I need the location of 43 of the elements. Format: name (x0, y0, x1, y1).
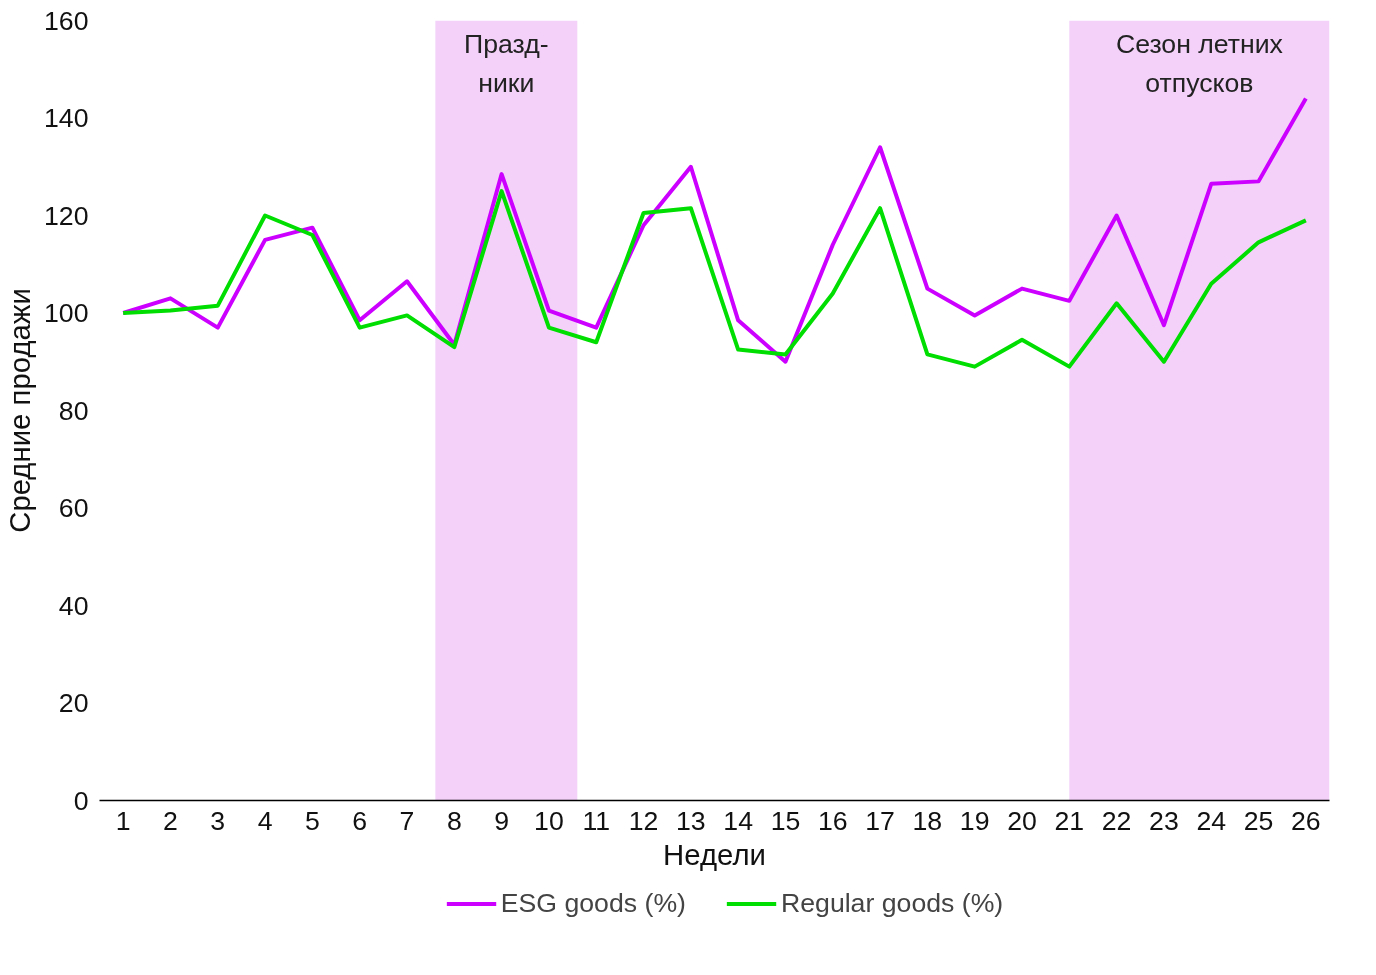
legend-label: ESG goods (%) (500, 887, 686, 919)
x-tick-label: 7 (399, 805, 415, 836)
y-tick-label: 80 (58, 395, 89, 426)
x-tick-label: 20 (1007, 805, 1037, 836)
y-tick-label: 40 (58, 590, 89, 621)
x-tick-label: 4 (257, 805, 273, 836)
y-tick-label: 20 (58, 688, 89, 718)
x-tick-label: 1 (115, 805, 131, 836)
x-tick-label: 11 (582, 805, 611, 836)
y-tick-label: 160 (44, 5, 89, 36)
x-tick-label: 24 (1196, 805, 1227, 836)
x-tick-label: 10 (534, 805, 564, 836)
x-tick-label: 8 (446, 805, 462, 836)
x-tick-label: 15 (770, 805, 801, 836)
x-tick-label: 5 (304, 805, 320, 836)
x-tick-label: 22 (1101, 805, 1132, 836)
x-axis-title: Недели (663, 837, 766, 871)
line-series (121, 96, 1308, 364)
y-tick-label: 140 (44, 103, 89, 133)
x-tick-label: 14 (723, 805, 754, 836)
x-tick-label: 16 (817, 805, 848, 836)
x-tick-label: 2 (163, 805, 178, 836)
x-tick-label: 13 (676, 805, 706, 836)
x-tick-label: 19 (959, 805, 990, 836)
x-tick-label: 26 (1291, 805, 1321, 836)
band-label: Празд- ники (464, 28, 549, 98)
x-tick-label: 12 (628, 805, 659, 836)
x-tick-label: 6 (352, 805, 368, 836)
x-tick-label: 3 (210, 805, 226, 836)
y-tick-label: 100 (44, 298, 89, 328)
x-tick-label: 23 (1149, 805, 1179, 836)
band-label: Сезон летних отпусков (1115, 28, 1284, 98)
y-axis-title: Средние продажи (3, 288, 37, 533)
y-tick-label: 60 (58, 493, 89, 523)
x-tick-label: 17 (865, 805, 895, 836)
x-tick-label: 18 (912, 805, 943, 836)
line-series (121, 189, 1308, 369)
x-tick-label: 25 (1243, 805, 1274, 836)
x-tick-label: 9 (494, 805, 510, 836)
y-tick-label: 120 (44, 200, 89, 231)
legend-label: Regular goods (%) (780, 887, 1004, 919)
y-tick-label: 0 (73, 785, 89, 816)
x-tick-label: 21 (1054, 805, 1085, 836)
